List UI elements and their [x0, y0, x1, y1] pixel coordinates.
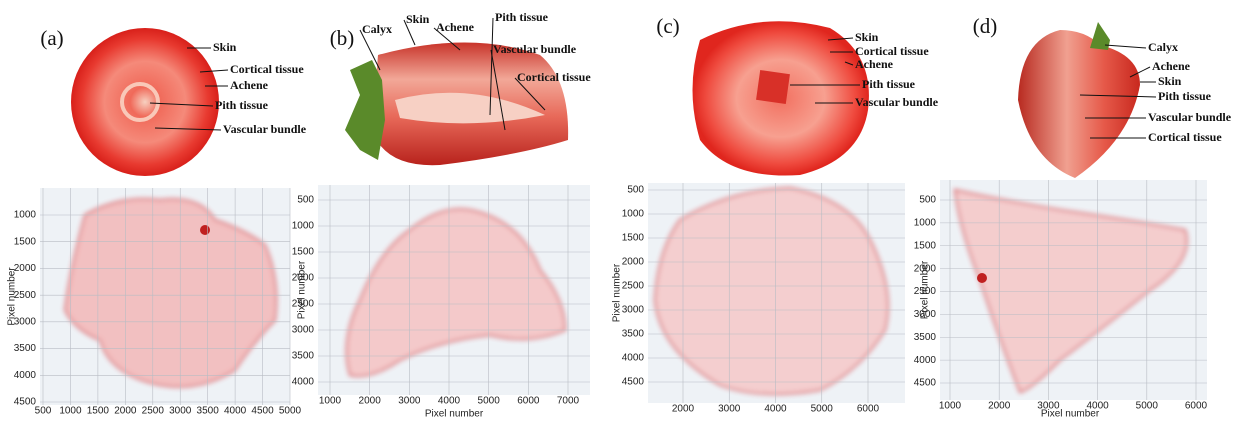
- annotation: Calyx: [1148, 40, 1178, 54]
- y-tick-label: 1500: [622, 233, 645, 244]
- x-tick-label: 5000: [478, 396, 501, 407]
- y-axis-title: Pixel number: [7, 267, 18, 326]
- annotation: Achene: [855, 57, 894, 71]
- x-tick-label: 4000: [224, 406, 247, 417]
- x-tick-label: 3000: [398, 396, 421, 407]
- annotation: Achene: [230, 78, 269, 92]
- annotation: Achene: [436, 20, 475, 34]
- y-tick-label: 4000: [14, 370, 37, 381]
- x-tick-label: 2500: [142, 406, 165, 417]
- x-tick-label: 6000: [517, 396, 540, 407]
- x-tick-label: 3000: [169, 406, 192, 417]
- y-tick-label: 1000: [622, 209, 645, 220]
- x-tick-label: 6000: [857, 404, 880, 415]
- panel-label: (a): [40, 26, 63, 50]
- photo-b: [345, 43, 568, 166]
- y-tick-label: 500: [627, 185, 644, 196]
- y-tick-label: 4000: [914, 355, 937, 366]
- x-tick-label: 2000: [988, 401, 1011, 412]
- annotation: Vascular bundle: [1148, 110, 1232, 124]
- x-tick-label: 5000: [279, 406, 302, 417]
- annotation: Skin: [213, 40, 237, 54]
- annotation: Cortical tissue: [230, 62, 304, 76]
- y-tick-label: 500: [919, 195, 936, 206]
- y-tick-label: 3500: [914, 332, 937, 343]
- x-tick-label: 1000: [59, 406, 82, 417]
- annotation: Pith tissue: [1158, 89, 1212, 103]
- x-tick-label: 2000: [359, 396, 382, 407]
- x-tick-label: 6000: [1185, 401, 1208, 412]
- y-tick-label: 1500: [914, 240, 937, 251]
- photo-a: [71, 28, 219, 176]
- annotation: Pith tissue: [862, 77, 916, 91]
- x-tick-label: 5000: [1136, 401, 1159, 412]
- photo-d: [1018, 22, 1140, 178]
- x-tick-label: 4000: [764, 404, 787, 415]
- x-tick-label: 4000: [438, 396, 461, 407]
- photo-c: [693, 21, 869, 175]
- y-tick-label: 3500: [292, 351, 315, 362]
- x-tick-label: 2000: [672, 404, 695, 415]
- annotation: Calyx: [362, 22, 392, 36]
- annotation: Skin: [1158, 74, 1182, 88]
- image-plot-c: [648, 183, 905, 403]
- x-tick-label: 2000: [114, 406, 137, 417]
- y-tick-label: 3500: [622, 329, 645, 340]
- y-tick-label: 4500: [622, 377, 645, 388]
- annotation: Skin: [406, 12, 430, 26]
- y-tick-label: 2000: [622, 257, 645, 268]
- annotation: Achene: [1152, 59, 1191, 73]
- y-axis-title: Pixel number: [297, 260, 308, 319]
- annotation: Pith tissue: [215, 98, 269, 112]
- y-tick-label: 4500: [914, 378, 937, 389]
- y-tick-label: 3000: [292, 325, 315, 336]
- y-tick-label: 2500: [622, 281, 645, 292]
- annotation: Cortical tissue: [1148, 130, 1222, 144]
- panel-label: (d): [973, 14, 998, 38]
- figure: (a)SkinCortical tissueAchenePith tissueV…: [0, 0, 1233, 421]
- x-tick-label: 3000: [718, 404, 741, 415]
- annotation: Pith tissue: [495, 10, 549, 24]
- x-tick-label: 500: [35, 406, 52, 417]
- annotation: Vascular bundle: [855, 95, 939, 109]
- y-tick-label: 1000: [292, 221, 315, 232]
- y-tick-label: 1500: [14, 236, 37, 247]
- x-tick-label: 1000: [939, 401, 962, 412]
- image-plot-b: [318, 185, 590, 395]
- annotation: Vascular bundle: [223, 122, 307, 136]
- x-tick-label: 5000: [811, 404, 834, 415]
- x-tick-label: 1000: [319, 396, 342, 407]
- y-tick-label: 4000: [622, 353, 645, 364]
- annotation: Cortical tissue: [855, 44, 929, 58]
- leader-line: [1105, 45, 1146, 48]
- annotation: Vascular bundle: [493, 42, 577, 56]
- y-tick-label: 3500: [14, 343, 37, 354]
- x-axis-title: Pixel number: [425, 409, 484, 420]
- image-plot-d: [940, 180, 1207, 400]
- annotation: Cortical tissue: [517, 70, 591, 84]
- y-tick-label: 4000: [292, 377, 315, 388]
- x-axis-title: Pixel number: [1041, 409, 1100, 420]
- x-tick-label: 1500: [87, 406, 110, 417]
- x-tick-label: 7000: [557, 396, 580, 407]
- y-tick-label: 3000: [622, 305, 645, 316]
- image-plot-a: [40, 188, 290, 405]
- y-tick-label: 500: [297, 195, 314, 206]
- y-tick-label: 1000: [14, 210, 37, 221]
- y-axis-title: Pixel number: [920, 260, 931, 319]
- x-tick-label: 3500: [197, 406, 220, 417]
- panel-label: (b): [330, 26, 355, 50]
- y-tick-label: 1000: [914, 218, 937, 229]
- panel-label: (c): [656, 14, 679, 38]
- y-tick-label: 1500: [292, 247, 315, 258]
- x-tick-label: 4500: [251, 406, 274, 417]
- y-tick-label: 4500: [14, 397, 37, 408]
- annotation: Skin: [855, 30, 879, 44]
- y-axis-title: Pixel number: [612, 263, 623, 322]
